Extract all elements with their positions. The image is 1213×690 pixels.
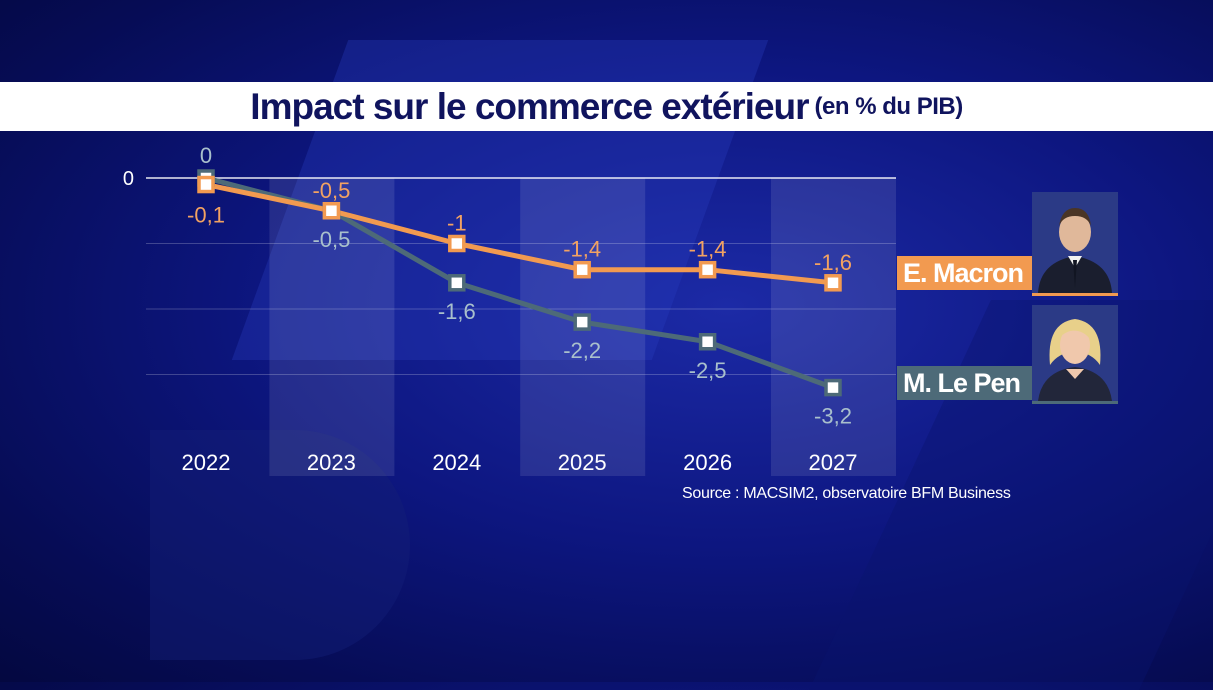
macron-portrait	[1032, 192, 1118, 296]
point-macron	[698, 260, 717, 279]
x-tick-label: 2025	[558, 450, 607, 475]
y-axis: 0	[123, 168, 134, 190]
x-tick-label: 2024	[432, 450, 481, 475]
point-lepen	[824, 378, 842, 397]
lepen-portrait	[1032, 305, 1118, 404]
data-label-lepen: 0	[200, 143, 212, 168]
data-label-macron: -1,6	[814, 250, 852, 275]
point-macron	[197, 175, 215, 194]
data-label-lepen: -0,5	[312, 227, 350, 252]
data-labels: 0 -0,5 -1,6 -2,2 -2,5 -3,2 -0,1 -0,5 -1 -1,4 -1,4 -…	[187, 143, 852, 429]
data-label-lepen: -3,2	[814, 404, 852, 429]
x-tick-label: 2027	[809, 450, 858, 475]
x-tick-label: 2023	[307, 450, 356, 475]
data-label-lepen: -2,2	[563, 338, 601, 363]
column-band	[771, 178, 896, 476]
x-axis: 2022 2023 2024 2025 2026 2027	[182, 450, 858, 475]
title-bar: Impact sur le commerce extérieur (en % du…	[0, 82, 1213, 131]
data-label-lepen: -1,6	[438, 299, 476, 324]
point-lepen	[698, 333, 717, 351]
series-points	[197, 169, 842, 397]
data-label-macron: -1,4	[563, 237, 601, 262]
x-tick-label: 2026	[683, 450, 732, 475]
series-lines	[205, 175, 834, 390]
chart-title: Impact sur le commerce extérieur	[250, 86, 809, 127]
y-tick-label: 0	[123, 168, 134, 190]
point-macron	[322, 202, 341, 220]
data-label-macron: -0,1	[187, 203, 225, 228]
column-band	[269, 178, 395, 476]
data-label-macron: -0,5	[312, 178, 350, 203]
source-note: Source : MACSIM2, observatoire BFM Busin…	[682, 485, 1011, 502]
point-macron	[573, 260, 591, 279]
background-shape	[150, 430, 410, 660]
chart-subtitle: (en % du PIB)	[814, 93, 964, 120]
x-tick-label: 2022	[182, 450, 231, 475]
point-macron	[448, 234, 466, 253]
point-lepen	[573, 313, 591, 331]
legend-lepen: M. Le Pen	[897, 366, 1038, 400]
legend-macron: E. Macron	[897, 256, 1038, 290]
point-lepen	[448, 274, 466, 292]
data-label-lepen: -2,5	[689, 358, 727, 383]
data-label-macron: -1,4	[689, 237, 727, 262]
gridlines	[146, 177, 896, 375]
series-line-macron	[205, 182, 834, 286]
point-macron	[824, 274, 842, 292]
data-label-macron: -1	[447, 211, 467, 236]
